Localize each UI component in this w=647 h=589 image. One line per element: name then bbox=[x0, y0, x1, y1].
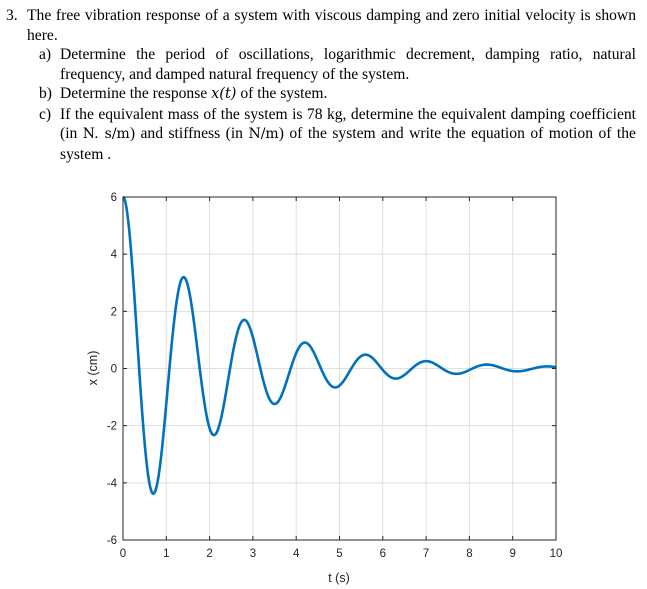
y-tick-label: 2 bbox=[111, 306, 117, 318]
y-tick-label: 0 bbox=[111, 364, 117, 376]
x-tick-label: 7 bbox=[423, 548, 429, 560]
x-tick-label: 10 bbox=[550, 548, 563, 560]
part-c-unit-2: N/m bbox=[248, 126, 279, 142]
x-tick-label: 8 bbox=[466, 548, 472, 560]
x-tick-label: 1 bbox=[163, 548, 169, 560]
response-curve bbox=[122, 195, 557, 495]
question-intro: 3. The free vibration response of a syst… bbox=[6, 6, 636, 45]
chart-grid bbox=[122, 196, 557, 541]
part-b-text-before: Determine the response bbox=[60, 85, 212, 102]
tick-labels: 0 1 2 3 4 5 6 7 8 9 10 6 4 2 0 -2 -4 -6 bbox=[107, 192, 563, 560]
chart-axes bbox=[122, 196, 557, 541]
part-a: a) Determine the period of oscillations,… bbox=[6, 45, 636, 84]
part-c-text-3: ) of the system and write the equation o… bbox=[60, 125, 636, 163]
x-tick-label: 6 bbox=[380, 548, 386, 560]
part-c-text-2: ) and stiffness (in bbox=[129, 125, 249, 142]
question-number: 3. bbox=[6, 7, 18, 24]
part-b: b) Determine the response x(t) of the sy… bbox=[6, 84, 636, 105]
x-tick-label: 4 bbox=[293, 548, 300, 560]
part-b-label: b) bbox=[39, 85, 52, 102]
y-tick-label: -2 bbox=[107, 421, 117, 433]
part-a-label: a) bbox=[39, 46, 52, 63]
x-tick-label: 2 bbox=[206, 548, 212, 560]
y-tick-label: 4 bbox=[111, 249, 118, 261]
y-axis-label: x (cm) bbox=[86, 351, 100, 386]
part-c-text-1: If the equivalent mass of the system is … bbox=[60, 105, 636, 143]
x-tick-label: 3 bbox=[250, 548, 256, 560]
part-c-label: c) bbox=[39, 105, 52, 123]
y-tick-label: 6 bbox=[111, 192, 117, 204]
part-b-math: x(t) bbox=[211, 86, 237, 102]
y-tick-label: -4 bbox=[107, 478, 118, 490]
y-tick-label: -6 bbox=[107, 535, 117, 547]
part-c: c) If the equivalent mass of the system … bbox=[6, 105, 636, 165]
part-a-text: Determine the period of oscillations, lo… bbox=[60, 46, 636, 83]
x-tick-label: 9 bbox=[509, 548, 515, 560]
x-tick-label: 0 bbox=[120, 548, 126, 560]
question-block: 3. The free vibration response of a syst… bbox=[6, 6, 636, 164]
part-c-unit-1: N. s/m bbox=[82, 126, 130, 142]
question-intro-text: The free vibration response of a system … bbox=[27, 7, 636, 44]
x-tick-label: 5 bbox=[336, 548, 342, 560]
part-b-text-after: of the system. bbox=[236, 85, 328, 102]
x-axis-label: t (s) bbox=[328, 571, 350, 585]
response-line bbox=[122, 195, 557, 495]
